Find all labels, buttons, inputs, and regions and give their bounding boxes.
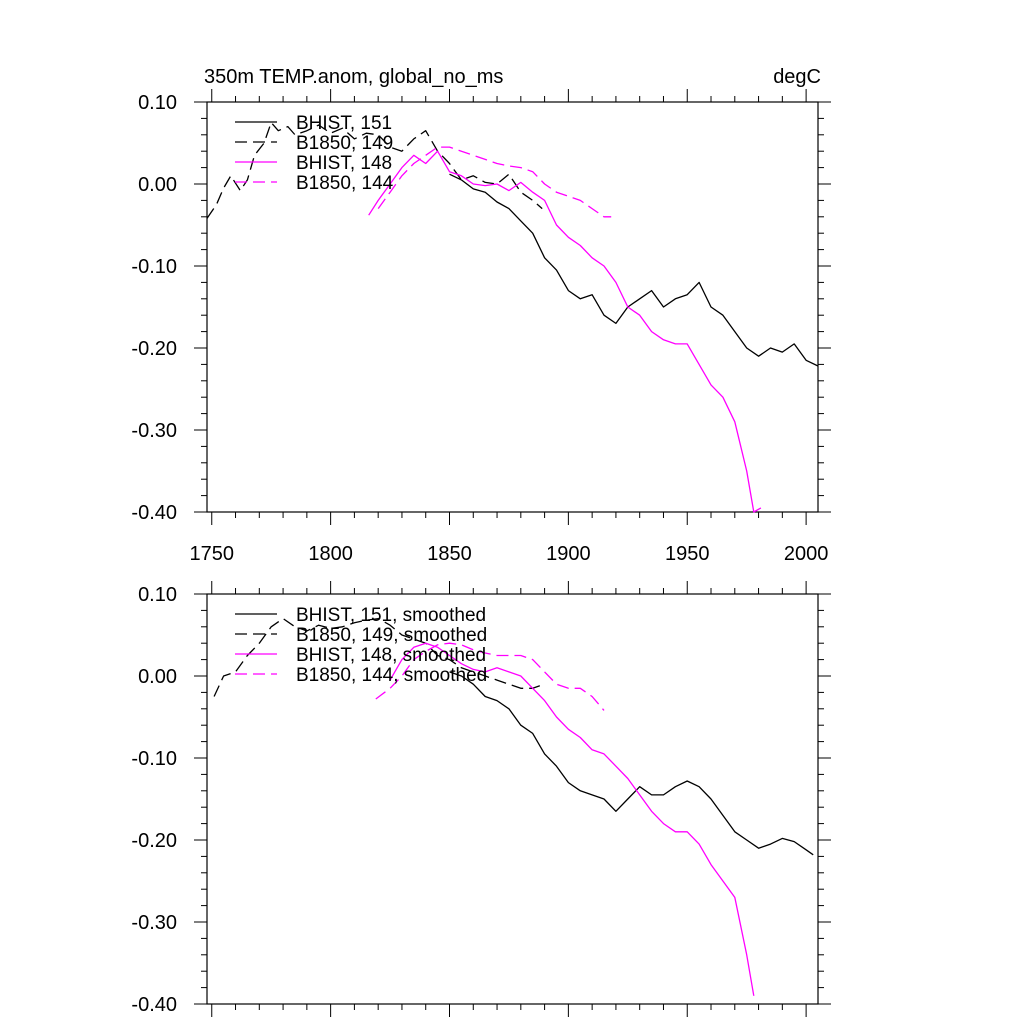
plot-frame bbox=[206, 593, 819, 1005]
y-tick-label: 0.10 bbox=[138, 584, 177, 606]
series-line-3 bbox=[389, 642, 755, 996]
y-tick-label: -0.30 bbox=[131, 912, 177, 934]
x-tick-label: 2000 bbox=[784, 543, 829, 565]
y-tick-label: -0.20 bbox=[131, 338, 177, 360]
legend-label-3: BHIST, 148, smoothed bbox=[296, 645, 486, 666]
series-line-2 bbox=[206, 121, 543, 219]
series-line-3 bbox=[368, 150, 762, 513]
legend-label-1: BHIST, 151 bbox=[296, 113, 392, 134]
legend-label-3: BHIST, 148 bbox=[296, 153, 392, 174]
legend-label-2: B1850, 149 bbox=[296, 133, 393, 154]
x-tick-label: 1900 bbox=[546, 543, 591, 565]
series-line-1 bbox=[449, 173, 819, 367]
legend-label-2: B1850, 149, smoothed bbox=[296, 625, 487, 646]
series-line-2 bbox=[213, 617, 541, 697]
legend-label-4: B1850, 144, smoothed bbox=[296, 665, 487, 686]
plot-frame bbox=[206, 101, 819, 513]
y-tick-label: 0.00 bbox=[138, 174, 177, 196]
series-line-1 bbox=[449, 671, 814, 856]
series-line-4 bbox=[377, 146, 612, 218]
y-tick-label: -0.20 bbox=[131, 830, 177, 852]
chart-units: degC bbox=[773, 66, 821, 88]
y-tick-label: 0.10 bbox=[138, 92, 177, 114]
y-tick-label: 0.00 bbox=[138, 666, 177, 688]
legend-label-4: B1850, 144 bbox=[296, 173, 394, 194]
y-tick-label: -0.30 bbox=[131, 420, 177, 442]
legend-label-1: BHIST, 151, smoothed bbox=[296, 605, 486, 626]
x-tick-label: 1750 bbox=[190, 543, 235, 565]
chart-panel-2: 0.10 0.00 -0.10 -0.20 -0.30 -0.40 BHIST, 151, … bbox=[131, 581, 831, 1017]
y-tick-label: -0.10 bbox=[131, 256, 177, 278]
series-line-4 bbox=[375, 642, 605, 711]
chart-panel-1: 1750 1800 1850 1900 1950 2000 0.10 0.00 -0.10 -0.… bbox=[131, 66, 831, 565]
y-tick-label: -0.10 bbox=[131, 748, 177, 770]
x-tick-label: 1800 bbox=[308, 543, 353, 565]
y-tick-label: -0.40 bbox=[131, 994, 177, 1016]
x-tick-label: 1950 bbox=[665, 543, 710, 565]
x-tick-label: 1850 bbox=[427, 543, 472, 565]
y-tick-label: -0.40 bbox=[131, 502, 177, 524]
chart-title: 350m TEMP.anom, global_no_ms bbox=[204, 66, 503, 88]
